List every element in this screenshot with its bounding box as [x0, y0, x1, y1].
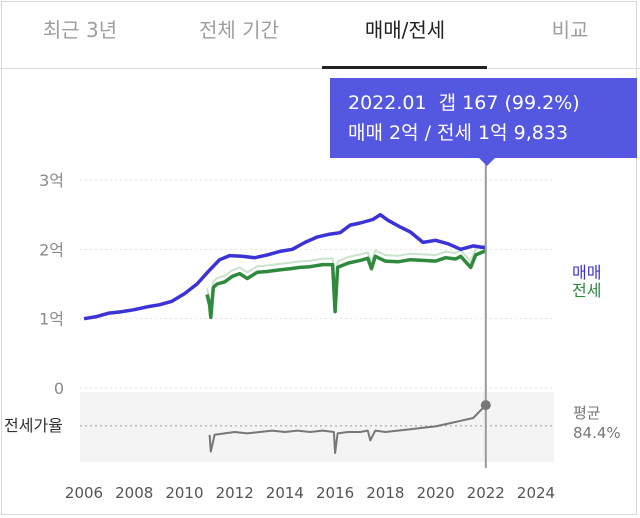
x-tick-label: 2020: [416, 484, 454, 502]
tab-compare[interactable]: 비교: [551, 18, 589, 42]
ratio-band: [80, 392, 554, 462]
x-tick-label: 2016: [316, 484, 354, 502]
tab-recent-3-years[interactable]: 최근 3년: [42, 18, 118, 42]
jeonse-price-line: [205, 249, 487, 320]
average-label: 평균: [573, 404, 601, 422]
tooltip-line-1: 2022.01 갭 167 (99.2%): [348, 92, 580, 114]
tooltip-pointer: [478, 157, 496, 166]
x-tick-label: 2008: [115, 484, 153, 502]
x-tick-label: 2006: [65, 484, 103, 502]
y-tick-label: 3억: [39, 171, 64, 190]
x-tick-label: 2010: [165, 484, 203, 502]
legend-jeonse: 전세: [572, 281, 602, 300]
legend-sale: 매매: [572, 263, 602, 282]
tab-sale-jeonse[interactable]: 매매/전세: [364, 18, 446, 42]
sale-price-line: [83, 212, 487, 321]
tab-all-period[interactable]: 전체 기간: [199, 18, 279, 42]
ratio-axis-label: 전세가율: [4, 416, 63, 435]
x-tick-label: 2012: [216, 484, 254, 502]
y-tick-label: 1억: [39, 310, 64, 329]
x-tick-label: 2022: [467, 484, 505, 502]
data-tooltip: 2022.01 갭 167 (99.2%) 매매 2억 / 전세 1억 9,83…: [330, 78, 637, 158]
x-tick-label: 2024: [517, 484, 555, 502]
cursor-dot: [480, 400, 491, 411]
period-tabs: 최근 3년 전체 기간 매매/전세 비교: [0, 0, 640, 69]
active-tab-indicator: [322, 66, 487, 69]
y-tick-label: 0: [54, 379, 64, 398]
y-tick-label: 2억: [39, 240, 64, 259]
tooltip-line-2: 매매 2억 / 전세 1억 9,833: [348, 122, 569, 144]
average-value: 84.4%: [573, 424, 621, 442]
jeonse-ratio-line: [208, 404, 487, 454]
x-tick-label: 2014: [266, 484, 304, 502]
x-tick-label: 2018: [366, 484, 404, 502]
